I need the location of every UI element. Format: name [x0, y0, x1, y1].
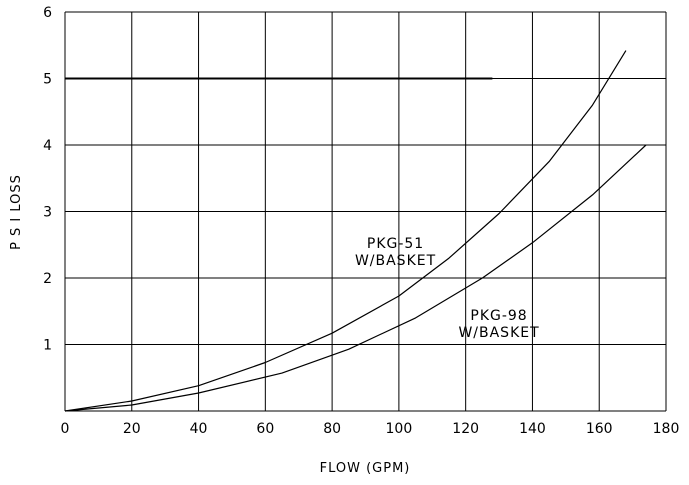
annotation-2-line-2: W/BASKET: [458, 325, 539, 341]
x-tick-label: 60: [256, 421, 274, 437]
x-tick-label: 160: [586, 421, 613, 437]
x-tick-label: 0: [61, 421, 70, 437]
x-tick-label: 20: [123, 421, 141, 437]
y-tick-labels: 1 2 3 4 5 6: [43, 5, 52, 354]
y-axis-label: P S I LOSS: [9, 174, 24, 250]
annotation-1-line-1: PKG-51: [367, 236, 424, 252]
x-tick-label: 40: [190, 421, 208, 437]
series-line-2: [64, 144, 647, 412]
y-tick-label: 3: [43, 205, 52, 221]
y-tick-label: 1: [43, 338, 52, 354]
x-axis-label: FLOW (GPM): [320, 461, 411, 476]
y-tick-label: 2: [43, 271, 52, 287]
x-tick-label: 180: [653, 421, 680, 437]
annotation-2-line-1: PKG-98: [470, 308, 527, 324]
x-tick-labels: 0 20 40 60 80 100 120 140 160 180: [61, 421, 680, 437]
x-tick-label: 100: [386, 421, 413, 437]
y-tick-label: 5: [43, 72, 52, 88]
annotation-1-line-2: W/BASKET: [355, 253, 436, 269]
x-tick-label: 80: [323, 421, 341, 437]
grid: [64, 11, 667, 412]
x-tick-label: 140: [519, 421, 546, 437]
y-tick-label: 6: [43, 5, 52, 21]
series-line-1: [64, 50, 627, 412]
y-tick-label: 4: [43, 138, 52, 154]
x-tick-label: 120: [452, 421, 479, 437]
series-group: [64, 50, 647, 412]
